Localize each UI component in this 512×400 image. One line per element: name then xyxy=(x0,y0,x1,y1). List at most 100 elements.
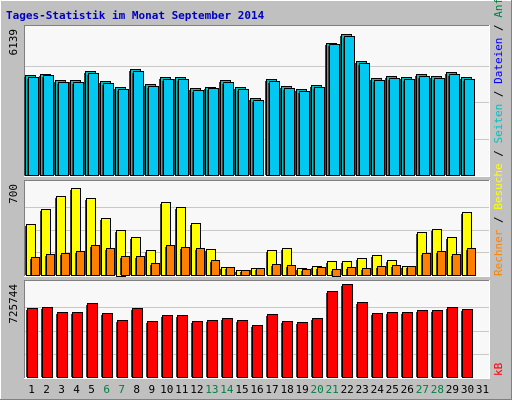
x-label-day: 13 xyxy=(205,383,218,396)
bar-kb-day-13 xyxy=(207,320,218,378)
legend-word: Seiten xyxy=(492,104,505,150)
bar-kb-day-25 xyxy=(387,312,398,378)
x-label-day: 11 xyxy=(175,383,188,396)
bar-dateien-day-16 xyxy=(253,100,264,176)
bar-besuche-day-16 xyxy=(256,268,265,276)
bar-besuche-day-4 xyxy=(76,251,85,276)
bar-besuche-day-11 xyxy=(181,247,190,276)
bar-kb-day-6 xyxy=(102,313,113,378)
bar-dateien-day-27 xyxy=(419,76,430,176)
legend-word: Besuche xyxy=(492,163,505,216)
bar-besuche-day-27 xyxy=(422,253,431,276)
legend-word: / xyxy=(492,216,505,229)
bar-besuche-day-29 xyxy=(452,254,461,276)
bar-dateien-day-18 xyxy=(284,88,295,176)
legend-word: Dateien xyxy=(492,38,505,91)
bar-kb-day-23 xyxy=(357,302,368,378)
panel-middle xyxy=(24,180,490,277)
bar-seiten-day-7 xyxy=(116,230,126,277)
bar-kb-day-26 xyxy=(402,312,413,378)
bar-besuche-day-5 xyxy=(91,245,100,276)
bar-dateien-day-4 xyxy=(73,82,84,176)
bar-kb-day-29 xyxy=(447,307,458,378)
legend-word: Anfragen xyxy=(492,0,505,24)
bar-dateien-day-25 xyxy=(389,78,400,176)
bar-dateien-day-3 xyxy=(58,82,69,176)
bar-dateien-day-23 xyxy=(359,63,370,176)
bar-besuche-day-3 xyxy=(61,253,70,276)
bar-kb-day-30 xyxy=(462,309,473,378)
legend-word: / xyxy=(492,24,505,37)
bar-besuche-day-15 xyxy=(241,270,250,276)
bar-kb-day-15 xyxy=(237,320,248,378)
bar-kb-day-10 xyxy=(162,315,173,378)
x-label-day: 2 xyxy=(43,383,50,396)
bar-kb-day-5 xyxy=(87,303,98,378)
bar-besuche-day-9 xyxy=(151,263,160,276)
bar-besuche-day-22 xyxy=(347,267,356,276)
y-axis-labels: 6139 700 725744 xyxy=(7,29,20,324)
bar-besuche-day-14 xyxy=(226,267,235,276)
legend-kb-label: kB xyxy=(492,362,505,376)
bar-dateien-day-6 xyxy=(103,83,114,176)
x-label-day: 7 xyxy=(118,383,125,396)
bar-kb-day-16 xyxy=(252,325,263,378)
bar-dateien-day-24 xyxy=(374,80,385,176)
y-max-label-middle: 700 xyxy=(7,184,20,204)
bar-besuche-day-28 xyxy=(437,251,446,276)
x-label-day: 8 xyxy=(133,383,140,396)
bar-besuche-day-23 xyxy=(362,268,371,276)
x-label-day: 10 xyxy=(160,383,173,396)
x-label-day: 1 xyxy=(28,383,35,396)
bar-besuche-day-20 xyxy=(317,267,326,276)
x-label-day: 17 xyxy=(265,383,278,396)
bar-kb-day-21 xyxy=(327,291,338,378)
bar-kb-day-7 xyxy=(117,320,128,378)
bar-dateien-day-17 xyxy=(269,81,280,176)
x-label-day: 6 xyxy=(103,383,110,396)
panel-bottom xyxy=(24,280,490,379)
bar-kb-day-4 xyxy=(72,312,83,378)
bar-kb-day-14 xyxy=(222,318,233,378)
x-label-day: 26 xyxy=(401,383,414,396)
bar-dateien-day-26 xyxy=(404,79,415,176)
bar-dateien-day-20 xyxy=(314,87,325,176)
bar-kb-day-19 xyxy=(297,322,308,378)
bar-besuche-day-25 xyxy=(392,265,401,276)
bar-besuche-day-19 xyxy=(302,269,311,276)
x-label-day: 25 xyxy=(386,383,399,396)
bar-kb-day-20 xyxy=(312,318,323,378)
legend-top-labels: Rechner / Besuche / Seiten / Dateien / A… xyxy=(492,0,505,276)
bar-dateien-day-10 xyxy=(163,79,174,176)
x-label-day: 21 xyxy=(326,383,339,396)
bar-kb-day-1 xyxy=(27,308,38,378)
legend-word: / xyxy=(492,150,505,163)
y-max-label-bottom: 725744 xyxy=(7,284,20,324)
bar-dateien-day-1 xyxy=(28,77,39,176)
bar-besuche-day-30 xyxy=(467,248,476,276)
bar-besuche-day-2 xyxy=(46,254,55,276)
x-label-day: 12 xyxy=(190,383,203,396)
bar-dateien-day-12 xyxy=(193,90,204,176)
bar-besuche-day-12 xyxy=(196,248,205,276)
x-label-day: 16 xyxy=(250,383,263,396)
bar-besuche-day-18 xyxy=(287,265,296,276)
x-label-day: 29 xyxy=(446,383,459,396)
bar-dateien-day-19 xyxy=(299,91,310,176)
x-label-day: 22 xyxy=(341,383,354,396)
chart-panels xyxy=(24,25,490,379)
bar-kb-day-27 xyxy=(417,310,428,378)
x-label-day: 15 xyxy=(235,383,248,396)
bar-dateien-day-21 xyxy=(329,44,340,176)
bar-kb-day-28 xyxy=(432,310,443,378)
x-label-day: 28 xyxy=(431,383,444,396)
x-label-day: 3 xyxy=(58,383,65,396)
bar-dateien-day-2 xyxy=(43,75,54,176)
bar-kb-day-8 xyxy=(132,308,143,378)
bar-dateien-day-30 xyxy=(464,79,475,176)
x-label-day: 24 xyxy=(371,383,385,396)
x-label-day: 20 xyxy=(310,383,323,396)
x-label-day: 27 xyxy=(416,383,429,396)
x-axis-labels: 1 2 3 4 5 6 7 8 9 10 11 12 13 14 15 16 17 18 19 20 21 22 23 24 2… xyxy=(28,383,489,396)
